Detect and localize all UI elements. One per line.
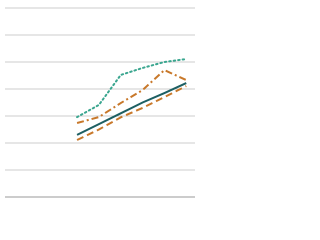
line-series: [76, 58, 188, 119]
page: {"chart_data": {"type": "line", "x": [0,…: [5, 7, 195, 198]
line-series: [76, 85, 187, 141]
line-series: [76, 68, 187, 124]
line-series: [76, 82, 187, 136]
chart: [5, 7, 195, 198]
